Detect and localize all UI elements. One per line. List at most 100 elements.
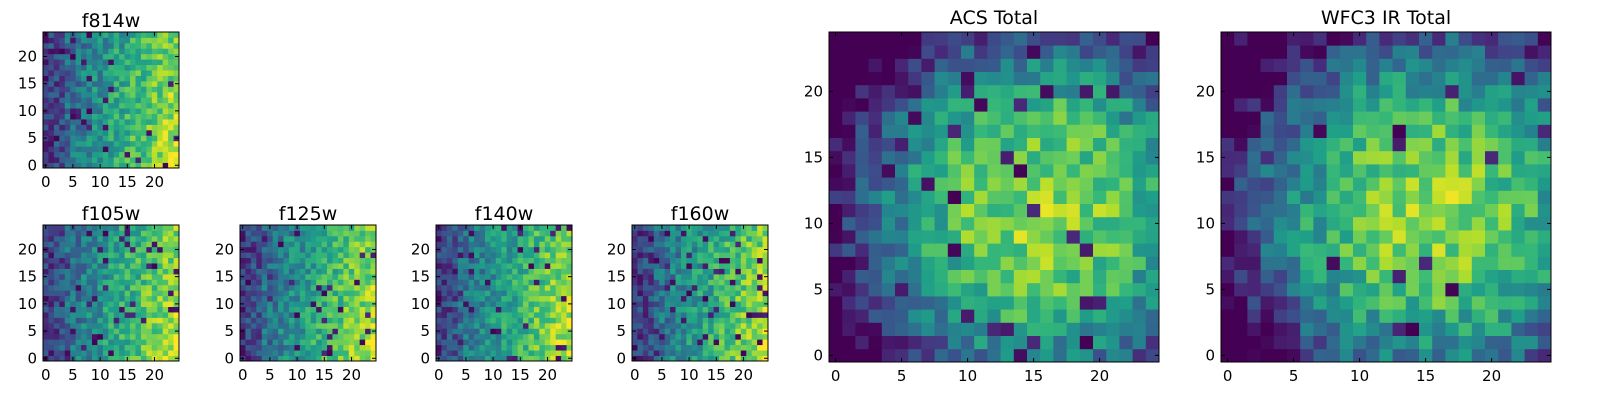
heatmap-cell (305, 322, 312, 329)
heatmap-cell (1471, 150, 1486, 165)
heatmap-cell (452, 333, 459, 340)
heatmap-cell (135, 124, 142, 131)
heatmap-cell (245, 339, 252, 346)
heatmap-cell (987, 322, 1001, 336)
heatmap-cell (294, 284, 301, 291)
heatmap-cell (751, 230, 758, 237)
heatmap-cell (97, 113, 104, 120)
heatmap-cell (1287, 230, 1301, 244)
heatmap-cell (348, 344, 355, 351)
heatmap-cell (829, 230, 843, 244)
heatmap-cell (81, 113, 87, 120)
heatmap-cell (278, 344, 284, 351)
heatmap-cell (130, 273, 136, 280)
heatmap-cell (697, 312, 704, 318)
heatmap-cell (70, 140, 77, 147)
heatmap-cell (162, 263, 169, 269)
heatmap-cell (762, 279, 769, 286)
heatmap-cell (908, 309, 922, 323)
heatmap-cell (1366, 45, 1380, 59)
heatmap-cell (908, 150, 922, 165)
heatmap-cell (751, 284, 758, 291)
heatmap-cell (294, 246, 301, 253)
heatmap-cell (680, 273, 687, 280)
heatmap-cell (256, 241, 263, 248)
heatmap-cell (550, 328, 557, 335)
heatmap-cell (664, 355, 671, 362)
heatmap-cell (310, 241, 317, 248)
heatmap-cell (468, 235, 475, 242)
heatmap-cell (664, 317, 671, 324)
heatmap-cell (1119, 190, 1133, 204)
heatmap-cell (523, 312, 529, 318)
heatmap-cell (146, 333, 153, 340)
heatmap-cell (713, 339, 720, 346)
heatmap-cell (97, 279, 104, 286)
heatmap-cell (495, 235, 502, 242)
heatmap-cell (974, 243, 988, 257)
heatmap-cell (102, 230, 109, 237)
heatmap-cell (637, 355, 644, 362)
heatmap-cell (146, 350, 153, 356)
heatmap-cell (697, 230, 704, 237)
heatmap-cell (961, 322, 975, 336)
heatmap-cell (146, 157, 153, 163)
heatmap-cell (1040, 216, 1054, 231)
heatmap-cell (501, 230, 508, 237)
heatmap-cell (555, 273, 562, 280)
heatmap-cell (316, 252, 322, 259)
heatmap-cell (327, 268, 333, 275)
heatmap-cell (713, 328, 720, 335)
heatmap-cell (157, 146, 164, 153)
heatmap-cell (463, 284, 470, 291)
heatmap-cell (102, 268, 109, 275)
heatmap-cell (1458, 190, 1473, 204)
heatmap-cell (146, 108, 153, 114)
heatmap-cell (124, 151, 131, 158)
heatmap-cell (168, 290, 174, 297)
heatmap-cell (108, 135, 115, 142)
heatmap-cell (256, 284, 263, 291)
heatmap-cell (1405, 84, 1420, 99)
heatmap-cell (724, 333, 731, 340)
heatmap-cell (157, 350, 164, 356)
heatmap-cell (327, 241, 333, 248)
heatmap-cell (670, 301, 676, 307)
heatmap-cell (1287, 309, 1301, 323)
heatmap-cell (484, 252, 491, 259)
heatmap-cell (162, 113, 169, 120)
heatmap-cell (528, 290, 535, 297)
heatmap-cell (370, 317, 377, 324)
heatmap-cell (648, 230, 655, 237)
heatmap-cell (245, 273, 252, 280)
heatmap-cell (278, 355, 284, 362)
heatmap-cell (91, 91, 98, 98)
heatmap-cell (370, 350, 377, 356)
heatmap-cell (157, 86, 164, 93)
heatmap-cell (1000, 203, 1015, 218)
heatmap-cell (762, 350, 769, 356)
heatmap-cell (1485, 177, 1499, 191)
heatmap-cell (921, 243, 935, 257)
heatmap-cell (659, 322, 666, 329)
heatmap-cell (632, 284, 638, 291)
heatmap-cell (64, 273, 71, 280)
heatmap-cell (81, 339, 87, 346)
heatmap-cell (1093, 58, 1107, 72)
heatmap-cell (261, 295, 268, 302)
heatmap-cell (729, 322, 736, 329)
heatmap-cell (1247, 230, 1261, 244)
heatmap-cell (53, 252, 60, 259)
heatmap-cell (343, 268, 350, 275)
heatmap-cell (1392, 190, 1407, 204)
heatmap-cell (64, 42, 71, 49)
heatmap-cell (75, 263, 82, 269)
heatmap-cell (842, 71, 856, 86)
heatmap-cell (283, 333, 290, 340)
heatmap-cell (53, 350, 60, 356)
heatmap-cell (86, 225, 93, 231)
heatmap-cell (452, 235, 459, 242)
heatmap-cell (457, 355, 464, 362)
heatmap-cell (108, 151, 115, 158)
heatmap-cell (337, 328, 344, 335)
